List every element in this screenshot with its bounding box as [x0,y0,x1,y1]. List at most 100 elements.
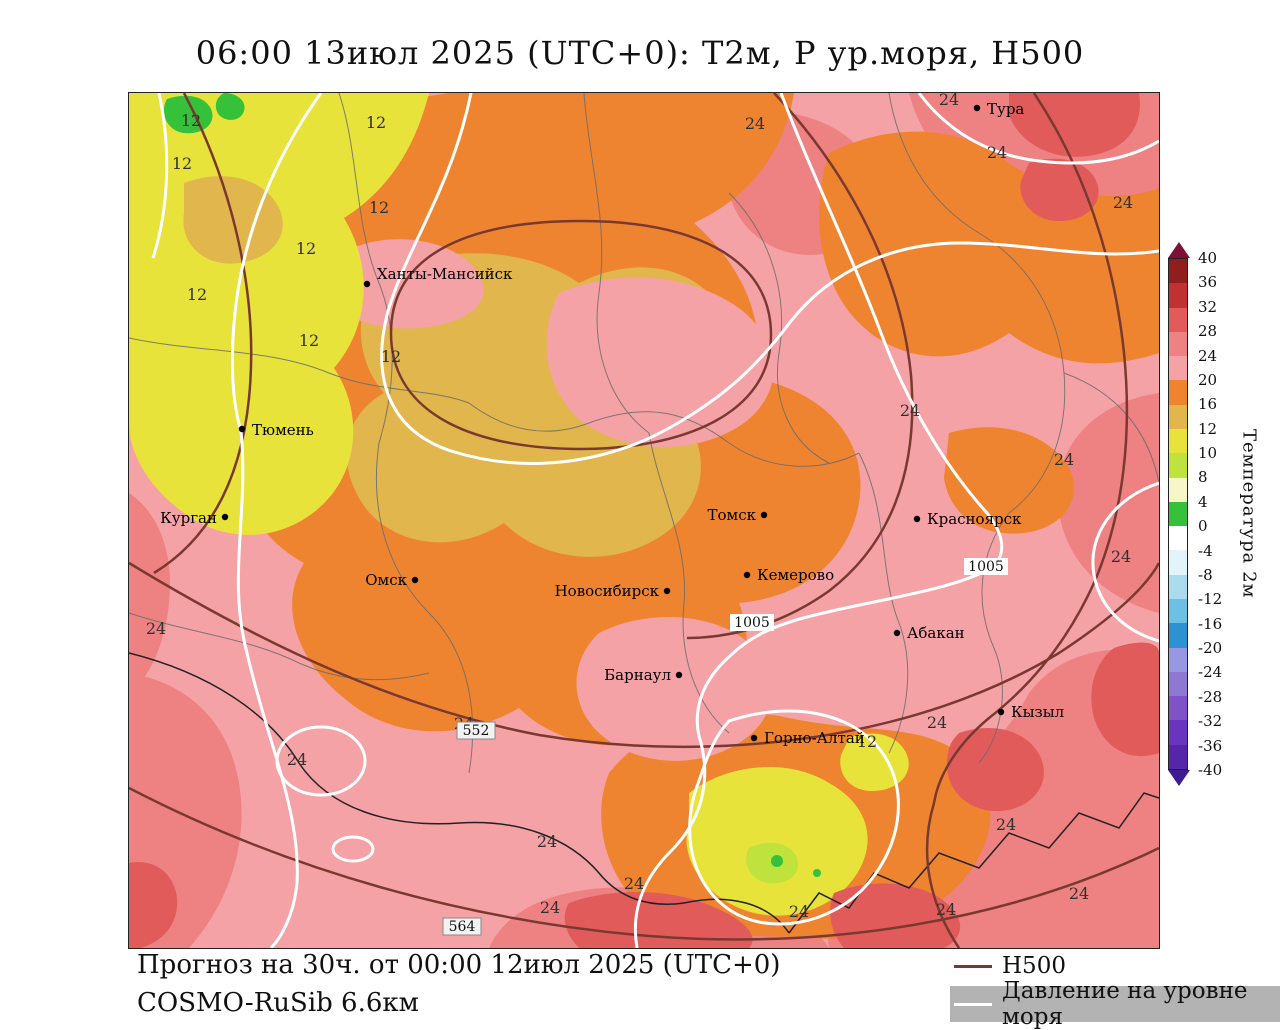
colorbar-tick: -20 [1198,639,1223,658]
colorbar-segment [1169,331,1187,357]
colorbar-tick: 32 [1198,297,1218,316]
h500-contour-labels: 552 564 [442,721,496,936]
city-label: Тюмень [252,421,314,439]
city-dot [760,511,768,519]
colorbar-segment [1169,623,1187,648]
temp-contour-label: 24 [1113,193,1133,212]
city-dot [221,513,229,521]
city-label: Тура [987,100,1024,118]
temp-contour-label: 12 [381,347,401,366]
temp-contour-label: 24 [1111,547,1131,566]
colorbar-tick: 10 [1198,444,1218,463]
city-dot [893,629,901,637]
pressure-label-box [730,614,774,631]
colorbar-tick: 24 [1198,346,1218,365]
colorbar-tick: 12 [1198,419,1218,438]
temp-contour-label: 24 [287,750,307,769]
h500-line-swatch [954,964,992,968]
colorbar-segment [1169,283,1187,308]
colorbar-tick: -8 [1198,565,1213,584]
temp-contour-label: 12 [296,239,316,258]
colorbar-tick: 28 [1198,322,1218,341]
page-title: 06:00 13июл 2025 (UTC+0): Т2м, P ур.моря… [195,34,1085,72]
city-dot [663,587,671,595]
city-label: Кызыл [1011,703,1064,721]
temp-contour-label: 24 [1054,450,1074,469]
pressure-label-box [964,558,1008,575]
weather-map: 12 12 12 12 12 12 12 12 12 24 24 24 24 24 24 24 24 24 24 24… [128,92,1160,949]
temp-contour-label: 24 [1069,884,1089,903]
temp-contour-label: 24 [939,93,959,109]
city-dot [997,708,1005,716]
colorbar-segment [1169,453,1187,478]
model-name-line: COSMO-RuSib 6.6км [137,988,419,1018]
colorbar-segment [1169,526,1187,551]
colorbar-tick: -40 [1198,761,1223,779]
colorbar-segment [1169,428,1187,454]
temp-contour-label: 24 [987,143,1007,162]
legend-h500-row: H500 [950,950,1280,982]
forecast-info: Прогноз на 30ч. от 00:00 12июл 2025 (UTC… [137,946,780,1022]
pressure-contours [151,93,1159,948]
temp-contour-label: 12 [181,111,201,130]
pressure-contour-label: 1005 [734,615,770,631]
city-label: Красноярск [927,510,1022,528]
temp-contour-label: 12 [172,154,192,173]
temp-contour-label: 12 [369,198,389,217]
colorbar-segment [1169,647,1187,672]
colorbar-segment [1169,598,1187,624]
colorbar-segment [1169,744,1187,769]
colorbar-tick: -4 [1198,541,1213,560]
temp-contour-label: 24 [789,902,809,921]
legend-pressure-label: Давление на уровне моря [1002,978,1248,1030]
colorbar-segment [1169,671,1187,697]
colorbar-arrow-down-icon [1168,770,1190,786]
colorbar-segment [1169,550,1187,575]
colorbar-tick: 8 [1198,468,1208,487]
colorbar-tick-labels: 40 36 32 28 24 20 16 12 10 8 4 0 -4 -8 -12 -16 -20 -24 -28… [1198,249,1258,779]
city-label: Новосибирск [555,582,660,600]
admin-borders [129,93,1159,774]
city-dot [743,571,751,579]
h500-label-box [456,721,496,740]
colorbar-segment [1169,404,1187,429]
temp-contour-label: 24 [624,874,644,893]
colorbar-tick: 16 [1198,395,1218,414]
city-label: Кемерово [757,566,834,584]
pressure-line-swatch [954,1002,992,1006]
temp-contour-label: 12 [187,285,207,304]
temp-contour-label: 12 [857,732,877,751]
temp-contour-label: 24 [996,815,1016,834]
city-dot [363,280,371,288]
colorbar-segment [1169,501,1187,527]
city-dot [238,425,246,433]
h500-contour-label: 552 [463,723,490,739]
temp-contour-label: 24 [537,832,557,851]
legend-h500-label: H500 [1002,953,1066,979]
colorbar-tick: 40 [1198,249,1218,267]
city-label: Абакан [907,624,965,642]
city-label: Омск [365,571,407,589]
temp-contour-label: 12 [366,113,386,132]
city-markers: Тура Ханты-Мансийск Тюмень Курган Омск Томск Н… [160,100,1064,747]
city-dot [750,734,758,742]
map-legend: H500 Давление на уровне моря [950,950,1280,1030]
colorbar-title: Температура 2м [1238,429,1260,599]
city-label: Ханты-Мансийск [377,265,513,283]
h500-label-box [442,917,482,936]
city-dot [411,576,419,584]
national-border [129,652,1159,934]
colorbar-tick: -12 [1198,590,1223,609]
colorbar-tick: -24 [1198,663,1223,682]
city-label: Барнаул [604,666,671,684]
colorbar-tick: 0 [1198,517,1208,536]
pressure-contour-labels: 1005 1005 [730,558,1008,631]
temp-contour-label: 24 [936,900,956,919]
city-label: Горно-Алтай [764,729,865,747]
colorbar-segment [1169,477,1187,502]
colorbar-tick: 36 [1198,273,1218,292]
city-dot [913,515,921,523]
temperature-field [129,93,1159,948]
h500-contours [129,93,1159,948]
colorbar-segment [1169,356,1187,381]
